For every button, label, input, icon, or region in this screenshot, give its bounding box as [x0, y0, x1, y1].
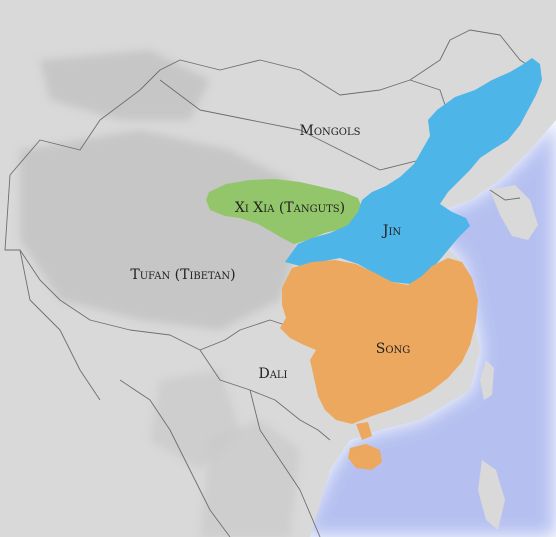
philippines-land	[478, 460, 505, 530]
label-jin: Jin	[381, 223, 402, 239]
label-song: Song	[376, 341, 411, 357]
region-song	[280, 258, 478, 424]
region-song-hainan	[348, 444, 382, 470]
label-xi-xia: Xi Xia (Tanguts)	[235, 200, 345, 216]
region-song-peninsula	[356, 422, 372, 440]
borders	[4, 29, 536, 537]
taiwan-land	[480, 360, 494, 400]
korea-land	[490, 185, 538, 240]
label-dali: Dali	[258, 366, 287, 382]
label-mongols: Mongols	[300, 123, 361, 139]
relief-shading	[20, 50, 300, 537]
region-xi-xia	[206, 179, 362, 244]
label-tufan: Tufan (Tibetan)	[130, 267, 235, 283]
region-jin	[285, 58, 542, 284]
